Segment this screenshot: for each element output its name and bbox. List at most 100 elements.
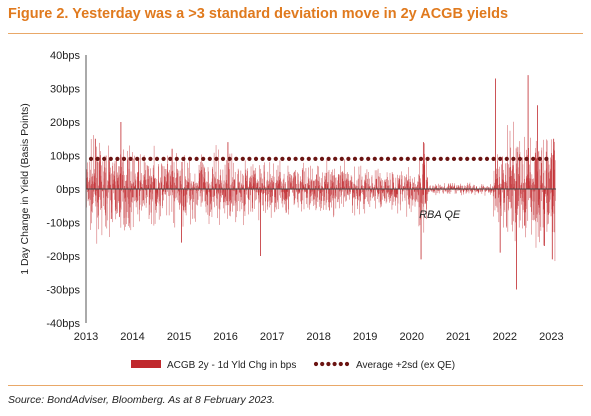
threshold-dot (517, 156, 523, 161)
threshold-dot (524, 156, 529, 161)
annotation-rba-qe: RBA QE (419, 209, 461, 221)
bottom-rule (8, 385, 583, 386)
legend-dot (320, 361, 325, 367)
x-tick-label: 2023 (539, 331, 563, 343)
threshold-dot (260, 156, 265, 161)
threshold-dot (451, 156, 457, 161)
legend-dot (338, 361, 343, 367)
threshold-dot (379, 156, 384, 161)
x-tick-label: 2020 (400, 331, 424, 343)
threshold-dot (187, 156, 193, 161)
threshold-dot (293, 156, 298, 161)
threshold-dot (306, 156, 311, 161)
x-tick-label: 2013 (74, 331, 98, 343)
threshold-dot (372, 156, 377, 161)
y-tick-label: 40bps (50, 50, 80, 62)
threshold-dot (491, 156, 496, 161)
threshold-dot (339, 156, 344, 161)
legend-label-dots: Average +2sd (ex QE) (356, 360, 455, 371)
x-tick-label: 2015 (167, 331, 191, 343)
threshold-dot (300, 156, 305, 161)
threshold-dot (478, 156, 483, 161)
threshold-dot (201, 156, 206, 161)
threshold-dot (504, 156, 509, 161)
x-tick-label: 2022 (493, 331, 517, 343)
threshold-dot (234, 156, 239, 161)
threshold-dot (207, 156, 212, 161)
threshold-dot (537, 156, 542, 161)
threshold-dot (432, 156, 437, 161)
bar-series (86, 75, 556, 290)
y-tick-label: -40bps (46, 318, 80, 330)
y-axis-label: 1 Day Change in Yield (Basis Points) (19, 103, 31, 275)
threshold-dot (273, 156, 278, 161)
legend-dot (326, 361, 331, 367)
legend-dot (344, 361, 350, 367)
threshold-dot (115, 156, 120, 161)
threshold-dot (141, 156, 146, 161)
threshold-dot (313, 156, 318, 161)
threshold-dot (412, 156, 417, 161)
threshold-dot (102, 156, 107, 161)
threshold-dot (95, 156, 100, 161)
threshold-dot (128, 156, 133, 161)
threshold-dot (399, 156, 404, 161)
threshold-dot (366, 156, 371, 161)
threshold-dot (458, 156, 463, 161)
threshold-dot (154, 156, 160, 161)
x-tick-labels: 2013 2014 2015 2016 2017 2018 2019 2020 2021 2022… (74, 331, 564, 343)
figure-title: Figure 2. Yesterday was a >3 standard de… (8, 6, 509, 22)
threshold-dot (240, 156, 245, 161)
threshold-dot (471, 156, 476, 161)
threshold-series (88, 156, 549, 161)
threshold-dot (445, 156, 450, 161)
legend-dot (332, 361, 337, 367)
threshold-dot (174, 156, 179, 161)
y-tick-label: 20bps (50, 117, 80, 129)
threshold-dot (511, 156, 516, 161)
threshold-dot (108, 156, 113, 161)
threshold-dot (544, 156, 549, 161)
y-tick-label: -10bps (46, 218, 80, 230)
y-tick-labels: 40bps 30bps 20bps 10bps 0bps -10bps -20bps -30b… (46, 50, 80, 330)
threshold-dot (484, 156, 490, 161)
y-tick-label: -20bps (46, 251, 80, 263)
legend-label-bars: ACGB 2y - 1d Yld Chg in bps (167, 360, 296, 371)
source-note: Source: BondAdviser, Bloomberg. As at 8 … (8, 394, 275, 406)
y-tick-label: -30bps (46, 285, 80, 297)
threshold-dot (392, 156, 397, 161)
threshold-dot (181, 156, 186, 161)
threshold-dot (465, 156, 470, 161)
threshold-dot (168, 156, 173, 161)
threshold-dot (280, 156, 285, 161)
y-tick-label: 10bps (50, 151, 80, 163)
threshold-dot (194, 156, 199, 161)
threshold-dot (425, 156, 430, 161)
threshold-dot (346, 156, 351, 161)
legend: ACGB 2y - 1d Yld Chg in bps Average +2sd… (131, 360, 455, 371)
x-tick-label: 2018 (306, 331, 330, 343)
threshold-dot (405, 156, 410, 161)
top-rule (8, 33, 583, 34)
threshold-dot (220, 156, 226, 161)
threshold-dot (148, 156, 153, 161)
x-tick-label: 2016 (213, 331, 237, 343)
y-tick-label: 30bps (50, 84, 80, 96)
threshold-dot (88, 156, 94, 161)
threshold-dot (267, 156, 272, 161)
legend-dot (313, 361, 319, 367)
threshold-dot (161, 156, 166, 161)
x-tick-label: 2014 (120, 331, 144, 343)
threshold-dot (333, 156, 338, 161)
threshold-dot (385, 156, 391, 161)
threshold-dot (359, 156, 364, 161)
threshold-dot (214, 156, 219, 161)
threshold-dot (326, 156, 331, 161)
x-tick-label: 2017 (260, 331, 284, 343)
threshold-dot (418, 156, 424, 161)
threshold-dot (135, 156, 140, 161)
threshold-dot (438, 156, 443, 161)
threshold-dot (531, 156, 536, 161)
legend-swatch-dots (313, 361, 350, 367)
threshold-dot (286, 156, 292, 161)
